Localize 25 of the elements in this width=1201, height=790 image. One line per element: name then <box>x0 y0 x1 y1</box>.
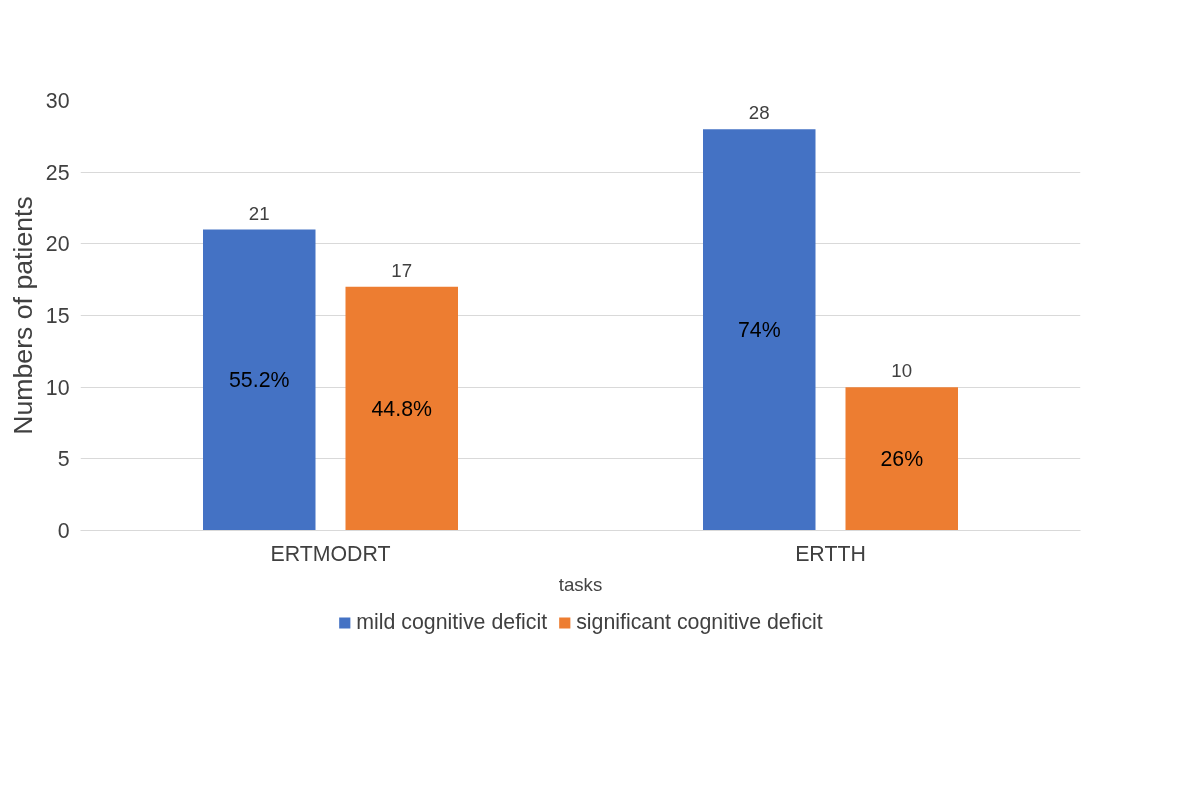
y-tick-label: 0 <box>57 519 70 543</box>
y-tick-label: 10 <box>45 375 70 400</box>
data-label: 17 <box>391 259 413 281</box>
y-tick-label: 25 <box>45 160 70 185</box>
y-tick-label: 20 <box>45 232 70 257</box>
x-axis-title: tasks <box>558 573 603 595</box>
annotation: 26% <box>880 446 924 471</box>
legend-label: mild cognitive deficit <box>356 609 548 635</box>
data-label: 10 <box>891 360 913 382</box>
annotation: 55.2% <box>229 368 290 392</box>
x-tick-label: ERTTH <box>795 541 866 566</box>
annotation: 44.8% <box>371 396 433 421</box>
bar <box>703 129 816 531</box>
y-axis-title: Numbers of patients <box>7 196 38 435</box>
bar <box>345 286 458 531</box>
bar <box>203 229 316 531</box>
annotation: 74% <box>737 317 781 342</box>
y-tick-label: 5 <box>57 447 70 472</box>
x-tick-label: ERTMODRT <box>270 541 391 566</box>
bar <box>845 387 958 531</box>
y-tick-label: 30 <box>45 89 70 113</box>
y-tick-label: 15 <box>45 304 70 328</box>
data-label: 28 <box>748 102 770 124</box>
legend-label: significant cognitive deficit <box>576 609 823 635</box>
data-label: 21 <box>248 202 270 224</box>
